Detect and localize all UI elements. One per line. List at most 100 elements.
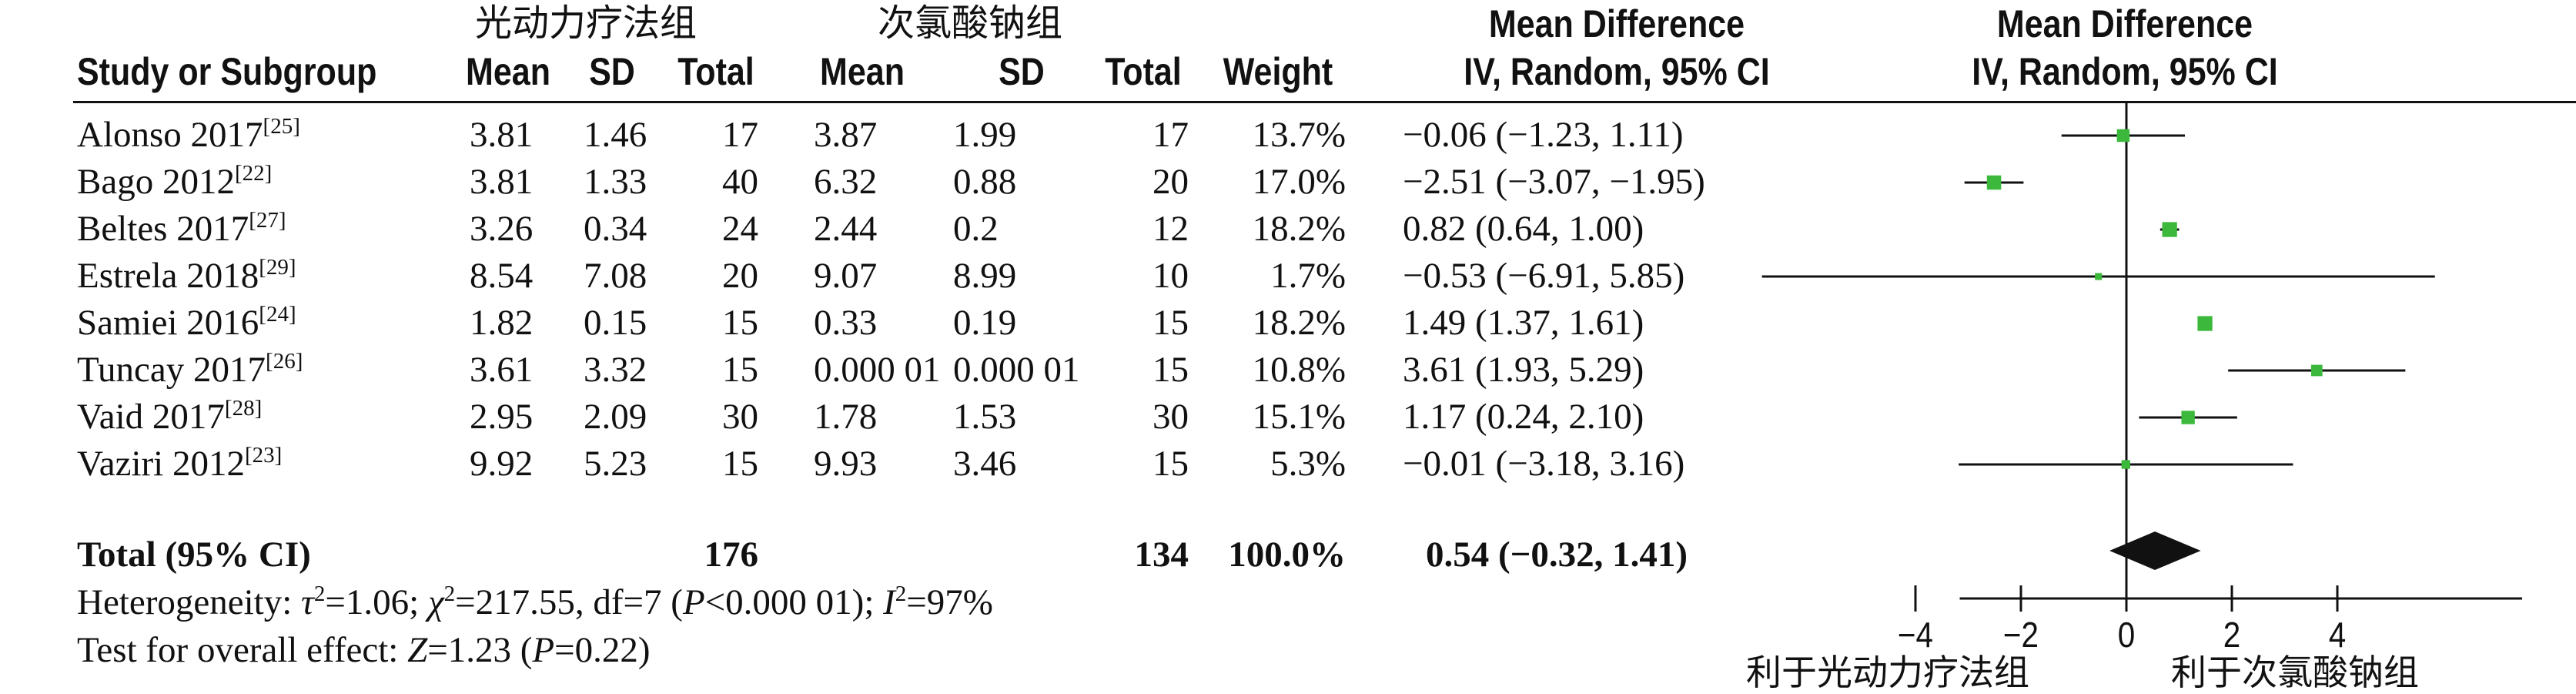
- point-square-vaid-2017: [2181, 411, 2195, 424]
- favours-right-label: 利于次氯酸钠组: [2171, 652, 2419, 693]
- exp-total-header: Total: [677, 50, 754, 93]
- cell-weight: 1.7%: [1270, 256, 1346, 296]
- cell-c-mean: 3.87: [814, 115, 878, 155]
- cell-e-mean: 2.95: [470, 397, 534, 437]
- study-name: Alonso 2017[25]: [77, 114, 300, 155]
- cell-e-total: 17: [722, 115, 758, 155]
- control-group-label: 次氯酸钠组: [878, 2, 1063, 45]
- cell-e-total: 40: [722, 162, 758, 202]
- cell-c-sd: 0.000 01: [953, 350, 1080, 390]
- cell-c-mean: 0.000 01: [814, 350, 941, 390]
- exp-mean-header: Mean: [466, 50, 550, 93]
- cell-weight: 18.2%: [1252, 209, 1346, 249]
- cell-c-total: 15: [1153, 350, 1189, 390]
- weight-header: Weight: [1223, 50, 1333, 93]
- cell-e-total: 30: [722, 397, 758, 437]
- plot-title-header: Mean Difference: [1996, 2, 2253, 45]
- study-column-header: Study or Subgroup: [77, 50, 377, 93]
- point-square-estrela-2018: [2095, 273, 2103, 280]
- cell-c-sd: 3.46: [953, 444, 1017, 484]
- cell-c-total: 20: [1153, 162, 1189, 202]
- md-title-header: Mean Difference: [1488, 2, 1745, 45]
- cell-e-sd: 5.23: [584, 444, 647, 484]
- cell-c-sd: 1.99: [953, 115, 1017, 155]
- cell-c-total: 15: [1153, 444, 1189, 484]
- cell-weight: 10.8%: [1252, 350, 1346, 390]
- x-tick-label: 2: [2223, 616, 2241, 655]
- study-name: Tuncay 2017[26]: [77, 349, 303, 390]
- cell-e-total: 20: [722, 256, 758, 296]
- cell-ci-text: −0.01 (−3.18, 3.16): [1403, 444, 1685, 484]
- cell-c-mean: 9.07: [814, 256, 878, 296]
- cell-e-mean: 3.81: [470, 115, 534, 155]
- cell-ci-text: 3.61 (1.93, 5.29): [1403, 350, 1644, 390]
- x-tick-label: 4: [2329, 616, 2347, 655]
- cell-e-total: 15: [722, 444, 758, 484]
- cell-ci-text: 1.17 (0.24, 2.10): [1403, 397, 1644, 437]
- x-tick-label: −2: [2003, 616, 2039, 655]
- cell-e-total: 15: [722, 350, 758, 390]
- cell-weight: 5.3%: [1270, 444, 1346, 484]
- cell-c-sd: 0.2: [953, 209, 999, 249]
- cell-c-total: 30: [1153, 397, 1189, 437]
- cell-e-sd: 0.34: [584, 209, 647, 249]
- cell-c-sd: 0.88: [953, 162, 1017, 202]
- cell-ci-text: −2.51 (−3.07, −1.95): [1403, 162, 1705, 202]
- point-square-beltes-2017: [2162, 222, 2177, 237]
- exp-sd-header: SD: [589, 50, 635, 93]
- experimental-group-label: 光动力疗法组: [475, 2, 698, 45]
- ctl-total-header: Total: [1105, 50, 1182, 93]
- x-tick-label: 0: [2118, 616, 2136, 655]
- cell-c-mean: 9.93: [814, 444, 878, 484]
- total-ctl-n: 134: [1134, 535, 1189, 575]
- cell-weight: 17.0%: [1252, 162, 1346, 202]
- cell-ci-text: 0.82 (0.64, 1.00): [1403, 209, 1644, 249]
- point-square-tuncay-2017: [2310, 364, 2323, 377]
- cell-e-total: 24: [722, 209, 758, 249]
- cell-e-sd: 1.46: [584, 115, 647, 155]
- study-name: Beltes 2017[27]: [77, 208, 286, 249]
- cell-e-sd: 1.33: [584, 162, 647, 202]
- ctl-sd-header: SD: [999, 50, 1045, 93]
- cell-e-sd: 2.09: [584, 397, 647, 437]
- cell-c-total: 15: [1153, 303, 1189, 343]
- cell-e-mean: 3.26: [470, 209, 534, 249]
- cell-weight: 15.1%: [1252, 397, 1346, 437]
- point-square-vaziri-2012: [2121, 460, 2130, 469]
- cell-e-sd: 3.32: [584, 350, 647, 390]
- heterogeneity-text: Heterogeneity: τ2=1.06; χ2=217.55, df=7 …: [77, 582, 993, 622]
- cell-c-mean: 0.33: [814, 303, 878, 343]
- total-ci: 0.54 (−0.32, 1.41): [1426, 535, 1688, 575]
- cell-e-sd: 7.08: [584, 256, 647, 296]
- total-label: Total (95% CI): [77, 535, 311, 575]
- cell-weight: 18.2%: [1252, 303, 1346, 343]
- x-tick-label: −4: [1898, 616, 1933, 655]
- cell-e-sd: 0.15: [584, 303, 647, 343]
- cell-c-total: 17: [1153, 115, 1189, 155]
- cell-e-mean: 9.92: [470, 444, 534, 484]
- cell-e-mean: 1.82: [470, 303, 534, 343]
- ctl-mean-header: Mean: [820, 50, 905, 93]
- overall-effect-text: Test for overall effect: Z=1.23 (P=0.22): [77, 630, 651, 670]
- total-weight: 100.0%: [1228, 535, 1346, 575]
- total-exp-n: 176: [704, 535, 759, 575]
- study-name: Bago 2012[22]: [77, 161, 273, 202]
- cell-c-sd: 1.53: [953, 397, 1017, 437]
- cell-e-mean: 3.81: [470, 162, 534, 202]
- study-name: Samiei 2016[24]: [77, 302, 296, 343]
- pooled-diamond: [2109, 531, 2201, 570]
- point-square-bago-2012: [1986, 175, 2002, 190]
- cell-ci-text: −0.06 (−1.23, 1.11): [1403, 115, 1684, 155]
- cell-e-total: 15: [722, 303, 758, 343]
- cell-c-mean: 6.32: [814, 162, 878, 202]
- study-name: Estrela 2018[29]: [77, 255, 296, 296]
- point-square-samiei-2016: [2197, 316, 2213, 331]
- cell-e-mean: 8.54: [470, 256, 534, 296]
- cell-c-mean: 2.44: [814, 209, 878, 249]
- cell-c-sd: 8.99: [953, 256, 1017, 296]
- study-name: Vaid 2017[28]: [77, 396, 263, 437]
- cell-c-total: 10: [1153, 256, 1189, 296]
- point-square-alonso-2017: [2116, 129, 2130, 142]
- cell-ci-text: 1.49 (1.37, 1.61): [1403, 303, 1644, 343]
